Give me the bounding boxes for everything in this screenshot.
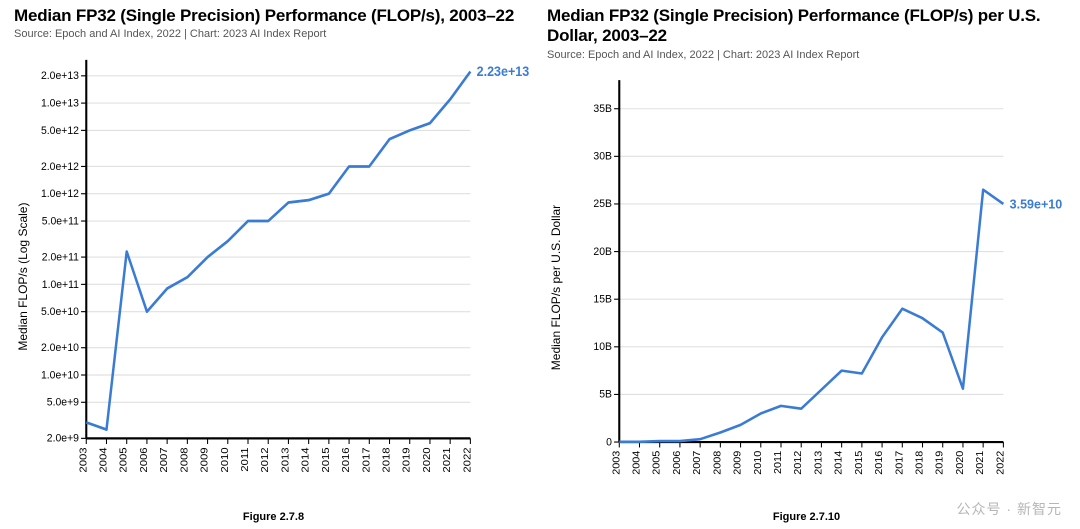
svg-text:2006: 2006: [138, 448, 149, 473]
svg-text:2.23e+13: 2.23e+13: [477, 64, 530, 80]
svg-text:2016: 2016: [873, 450, 885, 474]
svg-text:20B: 20B: [593, 245, 612, 257]
right-plot: 0 5B 10B 15B 20B 25B 30B 35B 2003 2004 2005 2006 200…: [565, 65, 1066, 509]
svg-text:2020: 2020: [954, 450, 966, 474]
svg-text:3.59e+10: 3.59e+10: [1010, 196, 1063, 211]
svg-text:2021: 2021: [974, 450, 986, 474]
svg-text:2006: 2006: [671, 450, 683, 474]
svg-text:2.0e+13: 2.0e+13: [41, 70, 79, 82]
svg-text:2005: 2005: [118, 448, 129, 473]
svg-text:2.0e+9: 2.0e+9: [47, 433, 79, 445]
svg-text:2014: 2014: [833, 450, 845, 474]
svg-text:2.0e+12: 2.0e+12: [41, 161, 79, 173]
left-plot: 2.0e+9 5.0e+9 1.0e+10 2.0e+10 5.0e+10 1.0e+11…: [32, 44, 533, 509]
svg-text:2015: 2015: [853, 450, 865, 474]
left-panel: Median FP32 (Single Precision) Performan…: [14, 6, 533, 529]
svg-text:2013: 2013: [280, 448, 291, 473]
svg-text:2019: 2019: [934, 450, 946, 474]
svg-text:2018: 2018: [381, 448, 392, 473]
right-title: Median FP32 (Single Precision) Performan…: [547, 6, 1066, 47]
svg-text:2004: 2004: [98, 448, 109, 473]
svg-text:2014: 2014: [300, 448, 311, 473]
svg-text:2007: 2007: [159, 448, 170, 473]
left-source: Source: Epoch and AI Index, 2022 | Chart…: [14, 28, 533, 40]
svg-text:2004: 2004: [631, 450, 643, 474]
svg-text:10B: 10B: [593, 341, 612, 353]
svg-text:5B: 5B: [599, 388, 612, 400]
left-ylabel: Median FLOP/s (Log Scale): [14, 44, 32, 509]
svg-text:2019: 2019: [401, 448, 412, 473]
svg-text:2017: 2017: [893, 450, 905, 474]
svg-text:35B: 35B: [593, 103, 612, 115]
left-plot-wrap: Median FLOP/s (Log Scale) 2.0e+9 5.0e+9 1.…: [14, 44, 533, 509]
right-ylabel: Median FLOP/s per U.S. Dollar: [547, 65, 565, 509]
svg-text:2010: 2010: [219, 448, 230, 473]
svg-text:2013: 2013: [813, 450, 825, 474]
svg-text:2009: 2009: [732, 450, 744, 474]
svg-text:2003: 2003: [610, 450, 622, 474]
right-panel: Median FP32 (Single Precision) Performan…: [547, 6, 1066, 529]
figure-pair: Median FP32 (Single Precision) Performan…: [0, 0, 1080, 529]
svg-text:2.0e+10: 2.0e+10: [41, 342, 79, 354]
svg-text:1.0e+11: 1.0e+11: [42, 279, 79, 291]
svg-text:5.0e+12: 5.0e+12: [41, 125, 79, 137]
svg-text:2008: 2008: [712, 450, 724, 474]
svg-text:2012: 2012: [260, 448, 271, 473]
svg-text:1.0e+13: 1.0e+13: [41, 98, 79, 110]
svg-text:0: 0: [606, 436, 612, 448]
svg-text:2011: 2011: [239, 448, 250, 472]
right-plot-wrap: Median FLOP/s per U.S. Dollar 0 5B 10B 15B 2…: [547, 65, 1066, 509]
svg-text:2010: 2010: [752, 450, 764, 474]
svg-text:2022: 2022: [995, 450, 1007, 474]
svg-text:1.0e+12: 1.0e+12: [41, 188, 79, 200]
svg-text:2018: 2018: [914, 450, 926, 474]
svg-text:2007: 2007: [691, 450, 703, 474]
svg-text:5.0e+11: 5.0e+11: [42, 215, 79, 227]
svg-text:25B: 25B: [593, 198, 612, 210]
svg-text:2008: 2008: [179, 448, 190, 473]
svg-text:2021: 2021: [442, 448, 453, 473]
svg-text:2005: 2005: [651, 450, 663, 474]
svg-text:5.0e+10: 5.0e+10: [41, 306, 79, 318]
right-caption: Figure 2.7.10: [547, 509, 1066, 529]
right-source: Source: Epoch and AI Index, 2022 | Chart…: [547, 49, 1066, 61]
svg-text:2011: 2011: [772, 450, 784, 473]
svg-text:2020: 2020: [421, 448, 432, 473]
svg-text:2017: 2017: [361, 448, 372, 473]
svg-text:5.0e+9: 5.0e+9: [47, 397, 79, 409]
svg-text:2022: 2022: [462, 448, 473, 473]
svg-text:2.0e+11: 2.0e+11: [42, 252, 79, 264]
svg-text:2012: 2012: [792, 450, 804, 474]
left-caption: Figure 2.7.8: [14, 509, 533, 529]
svg-text:2003: 2003: [78, 448, 89, 473]
svg-text:15B: 15B: [593, 293, 612, 305]
svg-text:30B: 30B: [593, 150, 612, 162]
svg-text:1.0e+10: 1.0e+10: [41, 369, 79, 381]
svg-text:2015: 2015: [320, 448, 331, 473]
left-title: Median FP32 (Single Precision) Performan…: [14, 6, 533, 26]
svg-text:2009: 2009: [199, 448, 210, 473]
svg-text:2016: 2016: [340, 448, 351, 473]
